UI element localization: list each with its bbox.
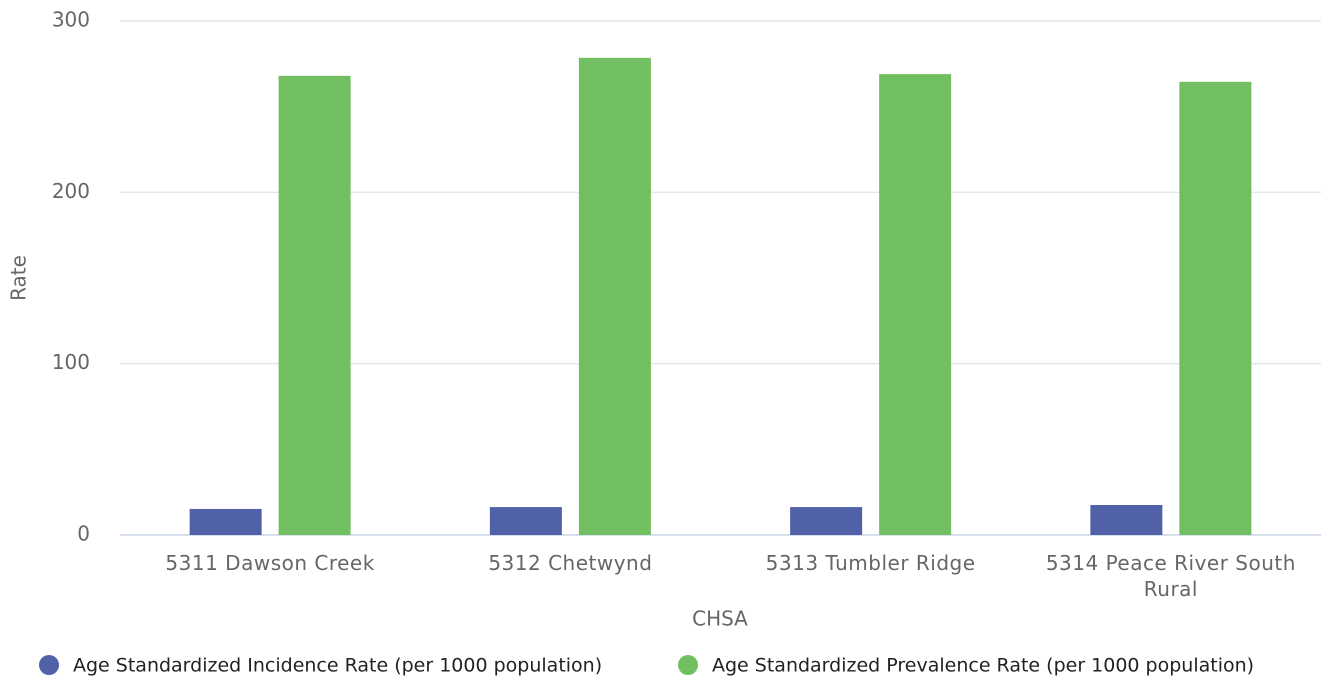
x-axis-title: CHSA bbox=[692, 607, 748, 631]
x-tick-label: 5312 Chetwynd bbox=[488, 551, 653, 575]
bar bbox=[489, 507, 562, 535]
bar bbox=[790, 507, 863, 535]
bar bbox=[879, 74, 952, 535]
bar bbox=[278, 75, 351, 536]
legend-label: Age Standardized Prevalence Rate (per 10… bbox=[712, 655, 1254, 677]
x-tick-label: 5313 Tumbler Ridge bbox=[765, 551, 976, 575]
y-tick-label: 200 bbox=[52, 179, 90, 203]
legend-marker bbox=[39, 655, 59, 675]
legend-label: Age Standardized Incidence Rate (per 100… bbox=[73, 655, 602, 677]
bar bbox=[189, 508, 262, 535]
y-tick-label: 0 bbox=[77, 522, 90, 546]
y-axis-title: Rate bbox=[7, 255, 31, 301]
bar bbox=[1179, 81, 1252, 535]
x-tick-label: 5311 Dawson Creek bbox=[165, 551, 375, 575]
bar bbox=[1090, 505, 1163, 535]
y-tick-label: 100 bbox=[52, 350, 90, 374]
bar bbox=[578, 57, 651, 535]
x-tick-label: 5314 Peace River South Rural bbox=[1045, 551, 1296, 601]
y-tick-label: 300 bbox=[52, 8, 90, 32]
legend-marker bbox=[678, 655, 698, 675]
